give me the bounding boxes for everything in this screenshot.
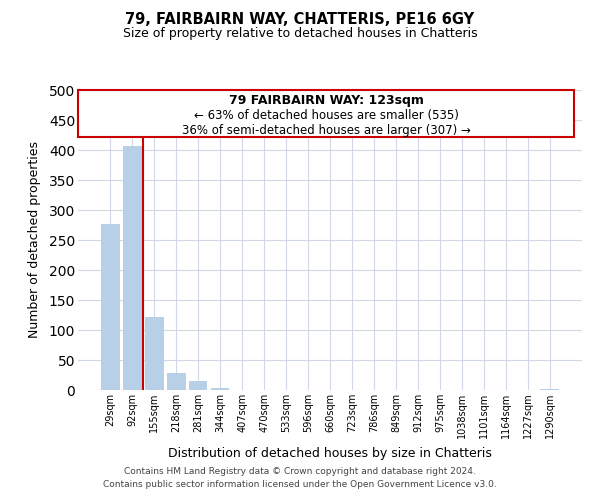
Bar [123,146,142,390]
Y-axis label: Number of detached properties: Number of detached properties [28,142,41,338]
Text: Contains HM Land Registry data © Crown copyright and database right 2024.: Contains HM Land Registry data © Crown c… [124,467,476,476]
Bar [211,388,229,390]
Bar [145,317,164,390]
Text: 79 FAIRBAIRN WAY: 123sqm: 79 FAIRBAIRN WAY: 123sqm [229,94,424,107]
Bar [189,381,208,390]
Bar [167,372,185,390]
Text: Size of property relative to detached houses in Chatteris: Size of property relative to detached ho… [122,28,478,40]
Bar [541,389,559,390]
X-axis label: Distribution of detached houses by size in Chatteris: Distribution of detached houses by size … [168,446,492,460]
Bar [101,224,119,390]
FancyBboxPatch shape [78,90,574,136]
Text: 36% of semi-detached houses are larger (307) →: 36% of semi-detached houses are larger (… [182,124,470,137]
Text: Contains public sector information licensed under the Open Government Licence v3: Contains public sector information licen… [103,480,497,489]
Text: 79, FAIRBAIRN WAY, CHATTERIS, PE16 6GY: 79, FAIRBAIRN WAY, CHATTERIS, PE16 6GY [125,12,475,28]
Text: ← 63% of detached houses are smaller (535): ← 63% of detached houses are smaller (53… [194,110,458,122]
